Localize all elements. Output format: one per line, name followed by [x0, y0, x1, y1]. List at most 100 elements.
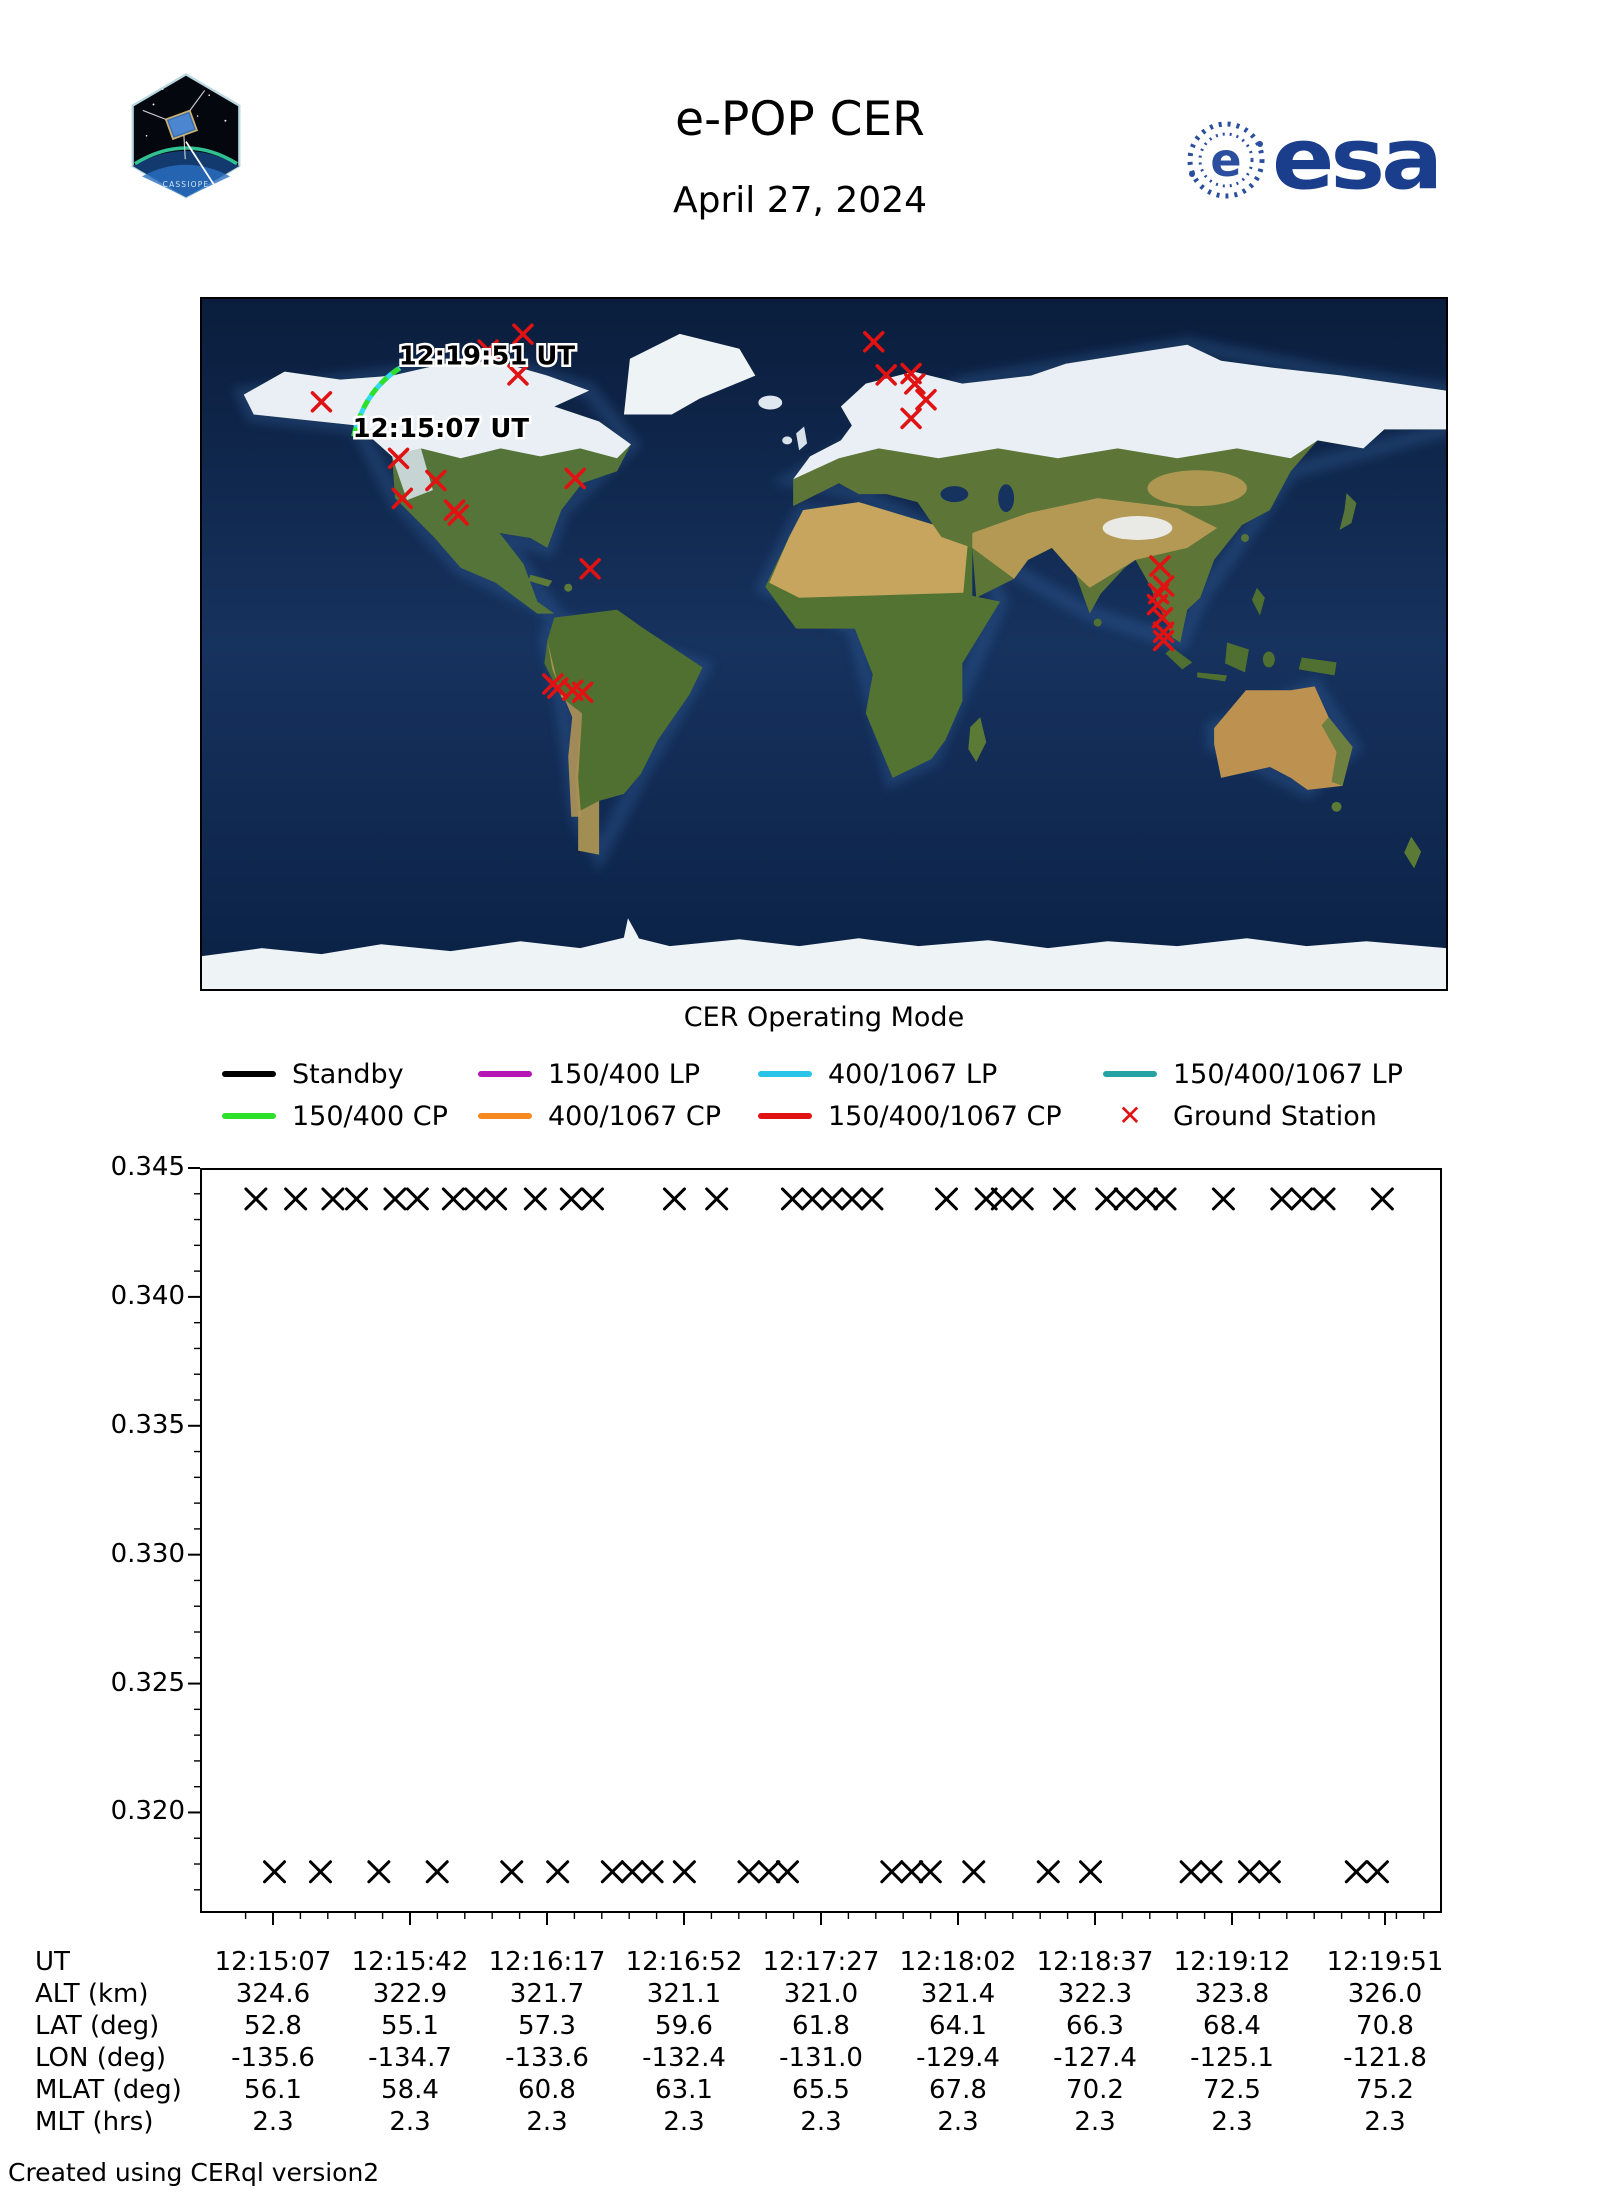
- credit-text: Created using CERql version2: [8, 2158, 380, 2187]
- ground-station-marker: [904, 373, 926, 395]
- scatter-marker-x: [1079, 1860, 1103, 1884]
- scatter-marker-x: [880, 1860, 904, 1884]
- table-cell: 2.3: [1364, 2107, 1406, 2137]
- legend-line-swatch: [478, 1071, 532, 1077]
- scatter-marker-x: [1344, 1860, 1368, 1884]
- table-cell: 2.3: [526, 2107, 568, 2137]
- ground-station-marker: [900, 407, 922, 430]
- ground-station-marker: [310, 391, 333, 413]
- scatter-marker-x: [1113, 1187, 1137, 1211]
- table-cell: 75.2: [1356, 2075, 1414, 2105]
- table-cell: 63.1: [655, 2075, 713, 2105]
- scatter-marker-x: [640, 1860, 664, 1884]
- legend-line-swatch: [222, 1113, 276, 1119]
- legend-line-swatch: [1103, 1071, 1157, 1077]
- ground-station-marker: [1149, 555, 1171, 577]
- scatter-marker-x: [780, 1187, 804, 1211]
- legend-item-label: 400/1067 LP: [828, 1058, 998, 1090]
- legend-row: 150/400 CP 400/1067 CP 150/400/1067 CP ✕ Gro…: [0, 1098, 1600, 1134]
- legend-item: 400/1067 CP: [478, 1098, 721, 1134]
- esa-logo: e esa: [1180, 110, 1480, 210]
- table-cell: 2.3: [1074, 2107, 1116, 2137]
- table-cell: 12:19:12: [1173, 1947, 1291, 1977]
- axes-spines: [200, 1168, 1442, 1913]
- table-cell: 66.3: [1066, 2011, 1124, 2041]
- table-cell: 324.6: [235, 1979, 311, 2009]
- table-cell: 326.0: [1347, 1979, 1423, 2009]
- legend-line-swatch: [222, 1071, 276, 1077]
- y-tick-label: 0.345: [110, 1152, 185, 1182]
- esa-emblem-icon: e: [1187, 121, 1265, 199]
- legend-item: 150/400 CP: [222, 1098, 448, 1134]
- scatter-marker-x: [1134, 1187, 1158, 1211]
- scatter-marker-x: [990, 1187, 1014, 1211]
- table-row-label: MLT (hrs): [35, 2107, 154, 2137]
- continents: [202, 333, 1446, 989]
- cassiope-mission-patch: CASSIOPE: [128, 72, 244, 199]
- scatter-marker-x: [1290, 1187, 1314, 1211]
- axis-ticks: [188, 1167, 1425, 1925]
- world-map-art: 12:19:51 UT 12:15:07 UT: [202, 299, 1446, 989]
- scatter-marker-x: [918, 1860, 942, 1884]
- legend-item: 150/400/1067 CP: [758, 1098, 1062, 1134]
- ground-station-x-icon: ✕: [1118, 1099, 1142, 1132]
- legend-item-label: 150/400/1067 LP: [1173, 1058, 1403, 1090]
- scatter-marker-x: [580, 1187, 604, 1211]
- legend-item-label: Ground Station: [1173, 1100, 1377, 1132]
- table-cell: 59.6: [655, 2011, 713, 2041]
- scatter-marker-x: [705, 1187, 729, 1211]
- scatter-marker-x: [800, 1187, 824, 1211]
- scatter-marker-x: [1237, 1860, 1261, 1884]
- scatter-marker-x: [662, 1187, 686, 1211]
- scatter-marker-x: [284, 1187, 308, 1211]
- legend-line-swatch: [758, 1113, 812, 1119]
- track-end-time-label: 12:19:51 UT: [399, 342, 576, 372]
- scatter-marker-x: [405, 1187, 429, 1211]
- legend-item: 150/400/1067 LP: [1103, 1056, 1403, 1092]
- legend-title: CER Operating Mode: [683, 1002, 965, 1033]
- scatter-marker-x: [1257, 1860, 1281, 1884]
- table-cell: 64.1: [929, 2011, 987, 2041]
- table-cell: 68.4: [1203, 2011, 1261, 2041]
- track-start-time-label: 12:15:07 UT: [353, 414, 530, 444]
- table-cell: 12:18:02: [899, 1947, 1017, 1977]
- scatter-marker-x: [934, 1187, 958, 1211]
- scatter-marker-x: [620, 1860, 644, 1884]
- table-cell: 2.3: [1211, 2107, 1253, 2137]
- table-cell: -132.4: [642, 2043, 726, 2073]
- cassiope-patch-art: CASSIOPE: [131, 72, 241, 199]
- table-cell: 70.8: [1356, 2011, 1414, 2041]
- scatter-marker-x: [1199, 1860, 1223, 1884]
- ground-station-marker: [579, 558, 601, 580]
- ground-station-marker: [875, 364, 897, 386]
- scatter-marker-x: [523, 1187, 547, 1211]
- table-cell: 2.3: [252, 2107, 294, 2137]
- legend-row: Standby 150/400 LP 400/1067 LP 150/400/1067…: [0, 1056, 1600, 1092]
- page-title: e-POP CER: [675, 92, 925, 147]
- scatter-marker-x: [344, 1187, 368, 1211]
- scatter-marker-x: [820, 1187, 844, 1211]
- scatter-marker-x: [308, 1860, 332, 1884]
- table-cell: -129.4: [916, 2043, 1000, 2073]
- scatter-marker-x: [244, 1187, 268, 1211]
- ground-station-marker: [564, 467, 586, 490]
- legend-line-swatch: [478, 1113, 532, 1119]
- scatter-marker-x: [900, 1860, 924, 1884]
- table-cell: 322.3: [1057, 1979, 1133, 2009]
- cer-current-plot: [188, 1167, 1442, 1925]
- scatter-marker-x: [1365, 1860, 1389, 1884]
- page-date: April 27, 2024: [672, 180, 928, 221]
- svg-text:e: e: [1210, 133, 1241, 187]
- scatter-marker-x: [559, 1187, 583, 1211]
- legend-item-label: 150/400 CP: [292, 1100, 448, 1132]
- ground-station-marker: [387, 447, 410, 470]
- table-cell: 58.4: [381, 2075, 439, 2105]
- scatter-marker-x: [383, 1187, 407, 1211]
- table-cell: -131.0: [779, 2043, 863, 2073]
- starfield: [145, 88, 227, 137]
- scatter-marker-x: [962, 1860, 986, 1884]
- ground-station-marker: [1152, 629, 1175, 652]
- scatter-series: [244, 1187, 1394, 1211]
- scatter-marker-x: [1370, 1187, 1394, 1211]
